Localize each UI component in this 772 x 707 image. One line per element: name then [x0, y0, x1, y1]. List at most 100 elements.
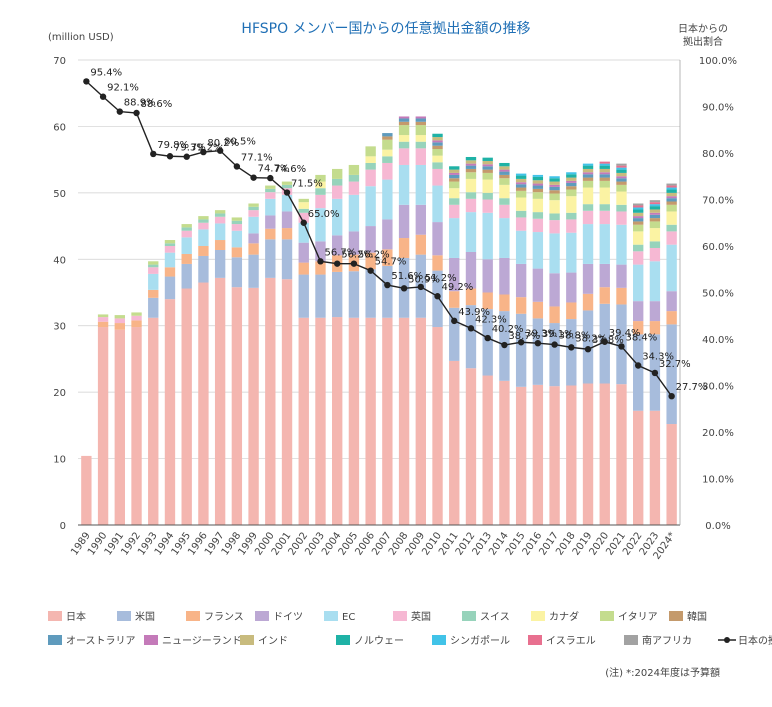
- bar-segment: [666, 231, 677, 245]
- bar-segment: [449, 218, 460, 258]
- bar-segment: [549, 176, 560, 179]
- bar-segment: [382, 317, 393, 525]
- share-point: [651, 369, 659, 377]
- share-label: 37.8%: [592, 335, 624, 346]
- bar-segment: [532, 232, 544, 269]
- bar-segment: [649, 204, 661, 207]
- y-tick-label: 70: [53, 56, 66, 67]
- share-point: [200, 148, 207, 156]
- share-point: [133, 109, 140, 117]
- bar-segment: [248, 210, 259, 217]
- legend-swatch: [600, 611, 614, 621]
- share-label: 88.9%: [124, 98, 156, 109]
- bar-segment: [499, 166, 510, 170]
- bar-segment: [566, 172, 577, 175]
- bar-segment: [649, 206, 661, 210]
- bar-segment: [499, 169, 510, 172]
- bar-segment: [599, 161, 610, 164]
- bar-segment: [348, 174, 360, 182]
- bar-segment: [365, 156, 376, 163]
- bar-segment: [616, 204, 627, 212]
- bar-segment: [348, 271, 360, 318]
- bar-segment: [616, 264, 627, 288]
- y2-tick-label: 60.0%: [702, 242, 734, 253]
- bar-segment: [315, 194, 326, 209]
- bar-segment: [415, 317, 426, 525]
- share-label: 27.7%: [676, 382, 708, 393]
- bar-segment: [599, 263, 610, 288]
- legend-label: 英国: [411, 610, 431, 623]
- bar-segment: [449, 198, 460, 205]
- bar-segment: [382, 265, 393, 318]
- bar-segment: [549, 273, 560, 307]
- legend-label: ドイツ: [273, 612, 303, 623]
- share-label: 43.9%: [458, 307, 490, 318]
- share-point: [183, 153, 190, 160]
- legend-label: オーストラリア: [66, 635, 136, 647]
- bar-segment: [599, 210, 610, 225]
- bar-segment: [616, 181, 627, 185]
- bar-segment: [616, 287, 627, 305]
- bar-segment: [633, 244, 644, 252]
- share-point: [317, 258, 324, 265]
- legend-label: ノルウェー: [354, 635, 404, 647]
- bar-segment: [365, 269, 376, 318]
- bar-segment: [449, 172, 460, 175]
- bar-segment: [616, 169, 627, 173]
- bar-segment: [482, 164, 493, 167]
- share-point: [300, 219, 307, 226]
- bar-segment: [499, 218, 510, 258]
- legend-label: ニュージーランド: [162, 635, 242, 647]
- share-point: [451, 317, 458, 325]
- bar-segment: [482, 179, 493, 193]
- bar-segment: [515, 386, 527, 525]
- bar-segment: [231, 230, 243, 248]
- bar-segment: [465, 198, 477, 213]
- share-point: [367, 267, 374, 274]
- bar-segment: [164, 299, 176, 525]
- japan-share-line: 95.4% 92.1% 88.9%88.6% 79.8%79.3%79.2%80.2%…: [83, 67, 708, 400]
- share-point: [267, 174, 274, 182]
- legend-swatch: [255, 611, 269, 621]
- bar-segment: [332, 271, 343, 318]
- bar-segment: [214, 240, 226, 250]
- bar-segment: [231, 257, 243, 288]
- bar-segment: [666, 192, 677, 197]
- legend-swatch: [144, 635, 158, 645]
- legend-swatch: [117, 611, 131, 621]
- bar-segment: [298, 274, 309, 318]
- y-tick-label: 0: [60, 521, 66, 532]
- bar-segment: [365, 317, 376, 525]
- share-point: [417, 283, 425, 291]
- bar-segment: [265, 277, 276, 525]
- share-label: 80.5%: [224, 137, 256, 148]
- bar-segment: [549, 213, 560, 221]
- bar-segment: [532, 268, 544, 302]
- share-label: 39.1%: [542, 329, 574, 340]
- bar-segment: [549, 186, 560, 191]
- bar-segment: [532, 176, 544, 181]
- bar-segment: [265, 188, 276, 193]
- bar-segment: [582, 174, 594, 178]
- bar-segment: [633, 205, 644, 208]
- bar-segment: [666, 324, 677, 425]
- bar-segment: [315, 174, 326, 182]
- y2-tick-label: 30.0%: [702, 382, 734, 393]
- legend-marker: [724, 637, 730, 643]
- bar-segment: [198, 216, 209, 220]
- bar-segment: [666, 189, 677, 193]
- y2-tick-label: 80.0%: [702, 149, 734, 160]
- bar-segment: [449, 188, 460, 199]
- bar-segment: [198, 229, 209, 246]
- legend-label: イスラエル: [546, 635, 596, 647]
- bar-segment: [582, 187, 594, 205]
- bar-segment: [649, 261, 661, 302]
- share-label: 38.7%: [508, 331, 540, 342]
- bar-segment: [398, 125, 410, 136]
- bar-segment: [499, 204, 510, 219]
- legend-swatch: [186, 611, 200, 621]
- bar-segment: [315, 274, 326, 318]
- bar-segment: [666, 204, 677, 212]
- bar-segment: [666, 187, 677, 190]
